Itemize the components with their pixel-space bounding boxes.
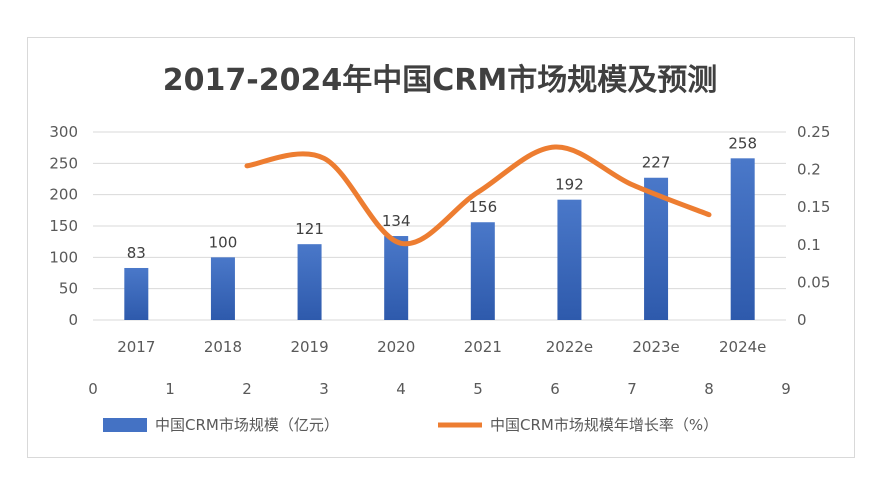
bar-data-label: 156 [468, 198, 497, 216]
y-axis-right: 0 0.05 0.1 0.15 0.2 0.25 [797, 123, 830, 329]
bar-data-label: 83 [127, 244, 146, 262]
x-category-label: 2021 [464, 338, 502, 356]
bar-data-labels: 83 100 121 134 156 192 227 258 [127, 134, 757, 262]
x-axis-categories: 2017 2018 2019 2020 2021 2022e 2023e 2024e [117, 338, 766, 356]
legend-line-label: 中国CRM市场规模年增长率（%） [490, 416, 718, 434]
growth-rate-line [244, 144, 712, 247]
x-category-label: 2023e [632, 338, 679, 356]
x-secondary-tick-label: 0 [88, 380, 98, 398]
gridlines [93, 131, 786, 321]
y-right-tick-label: 0.05 [797, 273, 830, 291]
chart-title: 2017-2024年中国CRM市场规模及预测 [163, 63, 717, 98]
x-category-label: 2022e [546, 338, 593, 356]
bar [124, 267, 149, 320]
bar-data-label: 134 [382, 212, 411, 230]
legend-bar-label: 中国CRM市场规模（亿元） [155, 416, 339, 434]
x-secondary-tick-label: 4 [396, 380, 406, 398]
y-left-tick-label: 150 [49, 217, 78, 235]
x-secondary-tick-label: 2 [242, 380, 252, 398]
y-left-tick-label: 250 [49, 154, 78, 172]
legend-bar-swatch [103, 418, 147, 432]
bar [644, 177, 669, 320]
x-secondary-tick-label: 8 [704, 380, 714, 398]
y-right-tick-label: 0.25 [797, 123, 830, 141]
bar-data-label: 192 [555, 176, 584, 194]
bar-data-label: 258 [728, 134, 757, 152]
x-category-label: 2019 [290, 338, 328, 356]
bar [384, 236, 409, 320]
bar-series [124, 158, 755, 320]
line-series [244, 144, 712, 247]
bar-data-label: 121 [295, 220, 324, 238]
bar-data-label: 100 [209, 233, 238, 251]
chart-frame [27, 37, 855, 458]
bar-data-label: 227 [642, 154, 671, 172]
y-right-tick-label: 0.15 [797, 198, 830, 216]
bar [470, 222, 495, 320]
x-secondary-tick-label: 6 [550, 380, 560, 398]
y-left-tick-label: 200 [49, 186, 78, 204]
bar [210, 257, 235, 320]
x-secondary-tick-label: 5 [473, 380, 483, 398]
x-category-label: 2020 [377, 338, 415, 356]
y-left-tick-label: 0 [68, 311, 78, 329]
bar [557, 199, 582, 320]
x-axis-secondary: 0 1 2 3 4 5 6 7 8 9 [88, 380, 791, 398]
x-secondary-tick-label: 7 [627, 380, 637, 398]
y-left-tick-label: 300 [49, 123, 78, 141]
y-right-tick-label: 0.2 [797, 161, 821, 179]
y-left-tick-label: 50 [59, 280, 78, 298]
x-category-label: 2024e [719, 338, 766, 356]
x-secondary-tick-label: 1 [165, 380, 175, 398]
x-category-label: 2017 [117, 338, 155, 356]
y-left-tick-label: 100 [49, 248, 78, 266]
x-secondary-tick-label: 3 [319, 380, 329, 398]
x-secondary-tick-label: 9 [781, 380, 791, 398]
bar [297, 244, 322, 320]
y-right-tick-label: 0.1 [797, 236, 821, 254]
bar [730, 158, 755, 320]
y-axis-left: 0 50 100 150 200 250 300 [49, 123, 78, 329]
x-category-label: 2018 [204, 338, 242, 356]
y-right-tick-label: 0 [797, 311, 807, 329]
legend: 中国CRM市场规模（亿元） 中国CRM市场规模年增长率（%） [103, 416, 718, 434]
